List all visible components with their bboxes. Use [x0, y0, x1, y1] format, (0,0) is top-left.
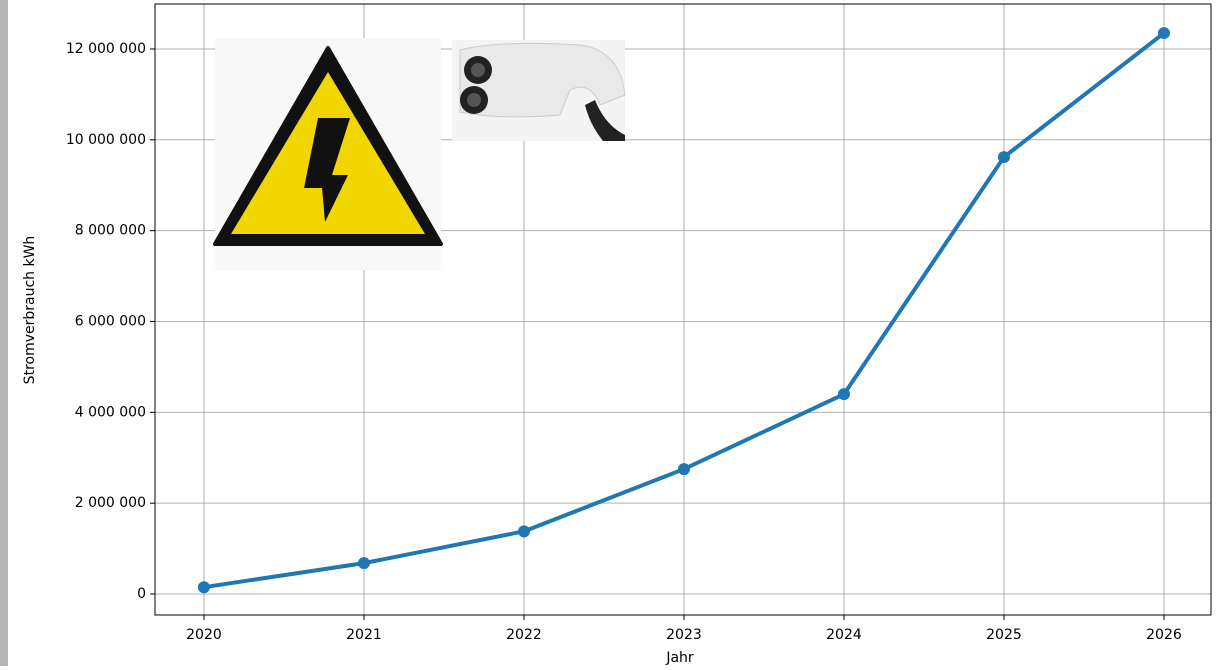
y-tick-label: 12 000 000 [66, 41, 146, 57]
y-tick-label: 8 000 000 [75, 223, 146, 239]
data-point [677, 463, 690, 476]
y-tick-label: 10 000 000 [66, 132, 146, 148]
data-point [1157, 27, 1170, 40]
y-tick-label: 0 [137, 586, 146, 602]
charger-image [452, 40, 626, 141]
data-point [357, 557, 370, 570]
x-tick-label: 2022 [506, 627, 542, 643]
y-axis-label: Stromverbrauch kWh [22, 236, 38, 385]
axes-frame [154, 3, 1212, 616]
y-tick-label: 2 000 000 [75, 495, 146, 511]
data-point [197, 581, 210, 594]
y-tick-label: 6 000 000 [75, 313, 146, 329]
x-tick-label: 2023 [666, 627, 702, 643]
data-point [517, 525, 530, 538]
x-tick-label: 2025 [986, 627, 1022, 643]
window-edge [0, 0, 8, 666]
x-tick-label: 2026 [1146, 627, 1182, 643]
data-point [997, 151, 1010, 164]
x-axis-label: Jahr [665, 650, 694, 666]
x-tick-label: 2021 [346, 627, 382, 643]
x-tick-label: 2020 [186, 627, 222, 643]
warning-sign-image [213, 38, 443, 270]
y-tick-label: 4 000 000 [75, 404, 146, 420]
data-point [837, 388, 850, 401]
x-tick-label: 2024 [826, 627, 862, 643]
